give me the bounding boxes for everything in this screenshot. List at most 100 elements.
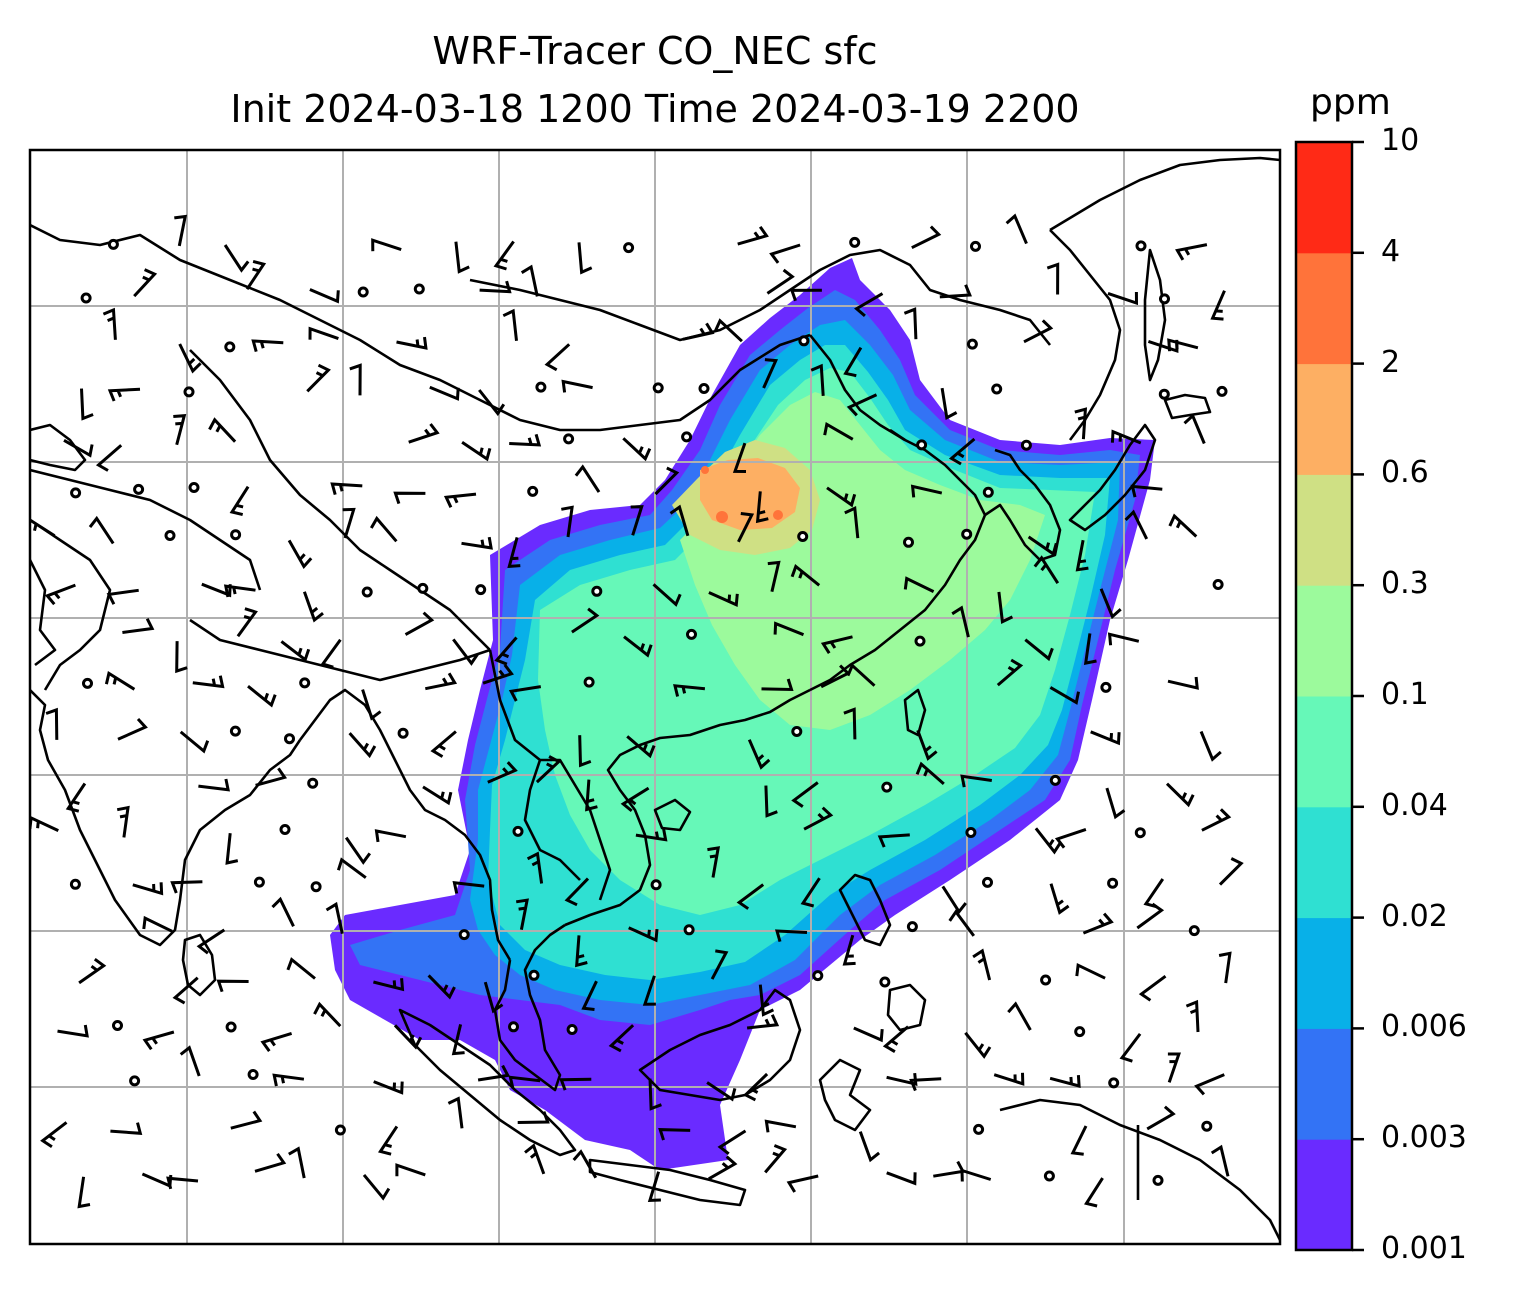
wind-barb — [1005, 213, 1028, 245]
calm-circle — [879, 976, 891, 988]
india-coast — [30, 689, 302, 947]
wind-barb — [1099, 588, 1122, 620]
wind-barb — [336, 857, 367, 879]
calm-circle — [798, 335, 810, 347]
wind-barb — [843, 707, 857, 740]
china-coast — [809, 428, 987, 692]
wind-barb — [628, 926, 659, 943]
wind-barb — [173, 414, 187, 446]
wind-barb — [122, 618, 155, 634]
calm-circle — [225, 1021, 237, 1033]
wind-barb — [910, 484, 943, 498]
wind-barbs — [30, 213, 1244, 1209]
colorbar-unit-label: ppm — [1310, 82, 1391, 123]
wind-barb — [40, 1121, 68, 1149]
wind-barb — [179, 1045, 201, 1077]
calm-circle — [982, 486, 994, 498]
wind-barb — [1119, 1032, 1142, 1063]
wind-barb — [940, 387, 958, 421]
calm-circle — [247, 1069, 259, 1080]
calm-circle — [566, 1024, 578, 1035]
contour-2 — [716, 511, 728, 523]
wind-barb — [223, 584, 256, 598]
calm-circle — [812, 970, 824, 982]
wind-barb — [1167, 338, 1199, 352]
contour-2b — [773, 510, 783, 520]
calm-circle — [881, 781, 893, 793]
calm-circle — [164, 530, 176, 541]
wind-barb — [373, 1080, 404, 1095]
colorbar-segment — [1296, 1139, 1352, 1251]
russia-coast — [1049, 156, 1280, 232]
calm-circle — [623, 242, 635, 254]
wind-barb — [1070, 1125, 1088, 1156]
calm-circle — [797, 531, 809, 542]
wind-barb — [737, 225, 769, 246]
wind-barb — [255, 767, 288, 787]
wind-barb — [1201, 808, 1232, 832]
wind-barb — [826, 486, 857, 508]
calm-circle — [849, 236, 861, 248]
wind-barb — [370, 515, 398, 543]
wind-barb — [706, 1081, 737, 1102]
wind-barb — [371, 238, 402, 252]
wind-barb — [116, 805, 130, 838]
wind-barb — [620, 786, 650, 813]
bengal-coast — [298, 688, 512, 961]
wind-barb — [764, 1144, 788, 1174]
calm-circle — [527, 485, 539, 497]
wind-barb — [1024, 638, 1054, 662]
wind-barb — [104, 671, 136, 691]
wind-barb — [430, 730, 457, 758]
calm-circle — [791, 726, 803, 737]
calm-circle — [991, 383, 1003, 395]
wind-barb — [271, 896, 295, 927]
wind-barb — [877, 833, 910, 848]
wind-barb — [755, 491, 769, 524]
calm-circle — [310, 881, 322, 893]
wind-barb — [342, 507, 356, 539]
wind-barb — [708, 591, 739, 608]
wind-barb — [192, 675, 225, 689]
wind-barb — [1175, 243, 1208, 261]
wind-barb — [44, 583, 76, 606]
colorbar-segment — [1296, 363, 1352, 475]
calm-circle — [1188, 925, 1200, 937]
wind-barb — [254, 1152, 287, 1173]
calm-circle — [129, 1075, 141, 1087]
calm-circle — [1043, 1170, 1055, 1182]
wind-barb — [443, 492, 477, 508]
calm-circle — [508, 1021, 519, 1033]
wind-barb — [652, 583, 682, 607]
calm-circle — [966, 338, 978, 350]
wind-barb — [349, 363, 362, 396]
wind-barb — [517, 1111, 550, 1124]
calm-circle — [914, 635, 926, 647]
calm-circle — [284, 733, 295, 745]
calm-circle — [1020, 439, 1032, 451]
calm-circle — [961, 528, 973, 540]
wind-barb — [1034, 827, 1062, 855]
wind-barb — [57, 1024, 89, 1038]
wind-barb — [1027, 535, 1058, 557]
wind-barb — [1084, 1177, 1104, 1208]
border-central-asia — [30, 468, 262, 591]
wind-barb — [107, 387, 141, 402]
wind-barb — [764, 785, 778, 818]
colorbar-tick-label: 0.04 — [1381, 787, 1448, 823]
wind-barb — [608, 1024, 635, 1053]
calm-circle — [1108, 1077, 1120, 1089]
wind-barb — [374, 829, 407, 843]
wind-barb — [853, 1026, 884, 1043]
colorbar-tick-label: 0.003 — [1381, 1120, 1467, 1156]
calm-circle — [334, 1124, 346, 1136]
colorbar-segments — [1296, 142, 1352, 1251]
wind-barb — [766, 268, 795, 295]
calm-circle — [982, 876, 993, 888]
wind-barb — [810, 363, 825, 396]
wind-barb — [178, 343, 202, 374]
wind-barb — [886, 1072, 918, 1087]
wind-barb — [714, 318, 743, 343]
wind-barb — [451, 1024, 465, 1056]
